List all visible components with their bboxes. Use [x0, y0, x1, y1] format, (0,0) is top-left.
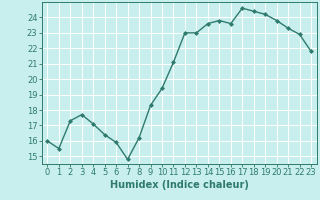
- X-axis label: Humidex (Indice chaleur): Humidex (Indice chaleur): [110, 180, 249, 190]
